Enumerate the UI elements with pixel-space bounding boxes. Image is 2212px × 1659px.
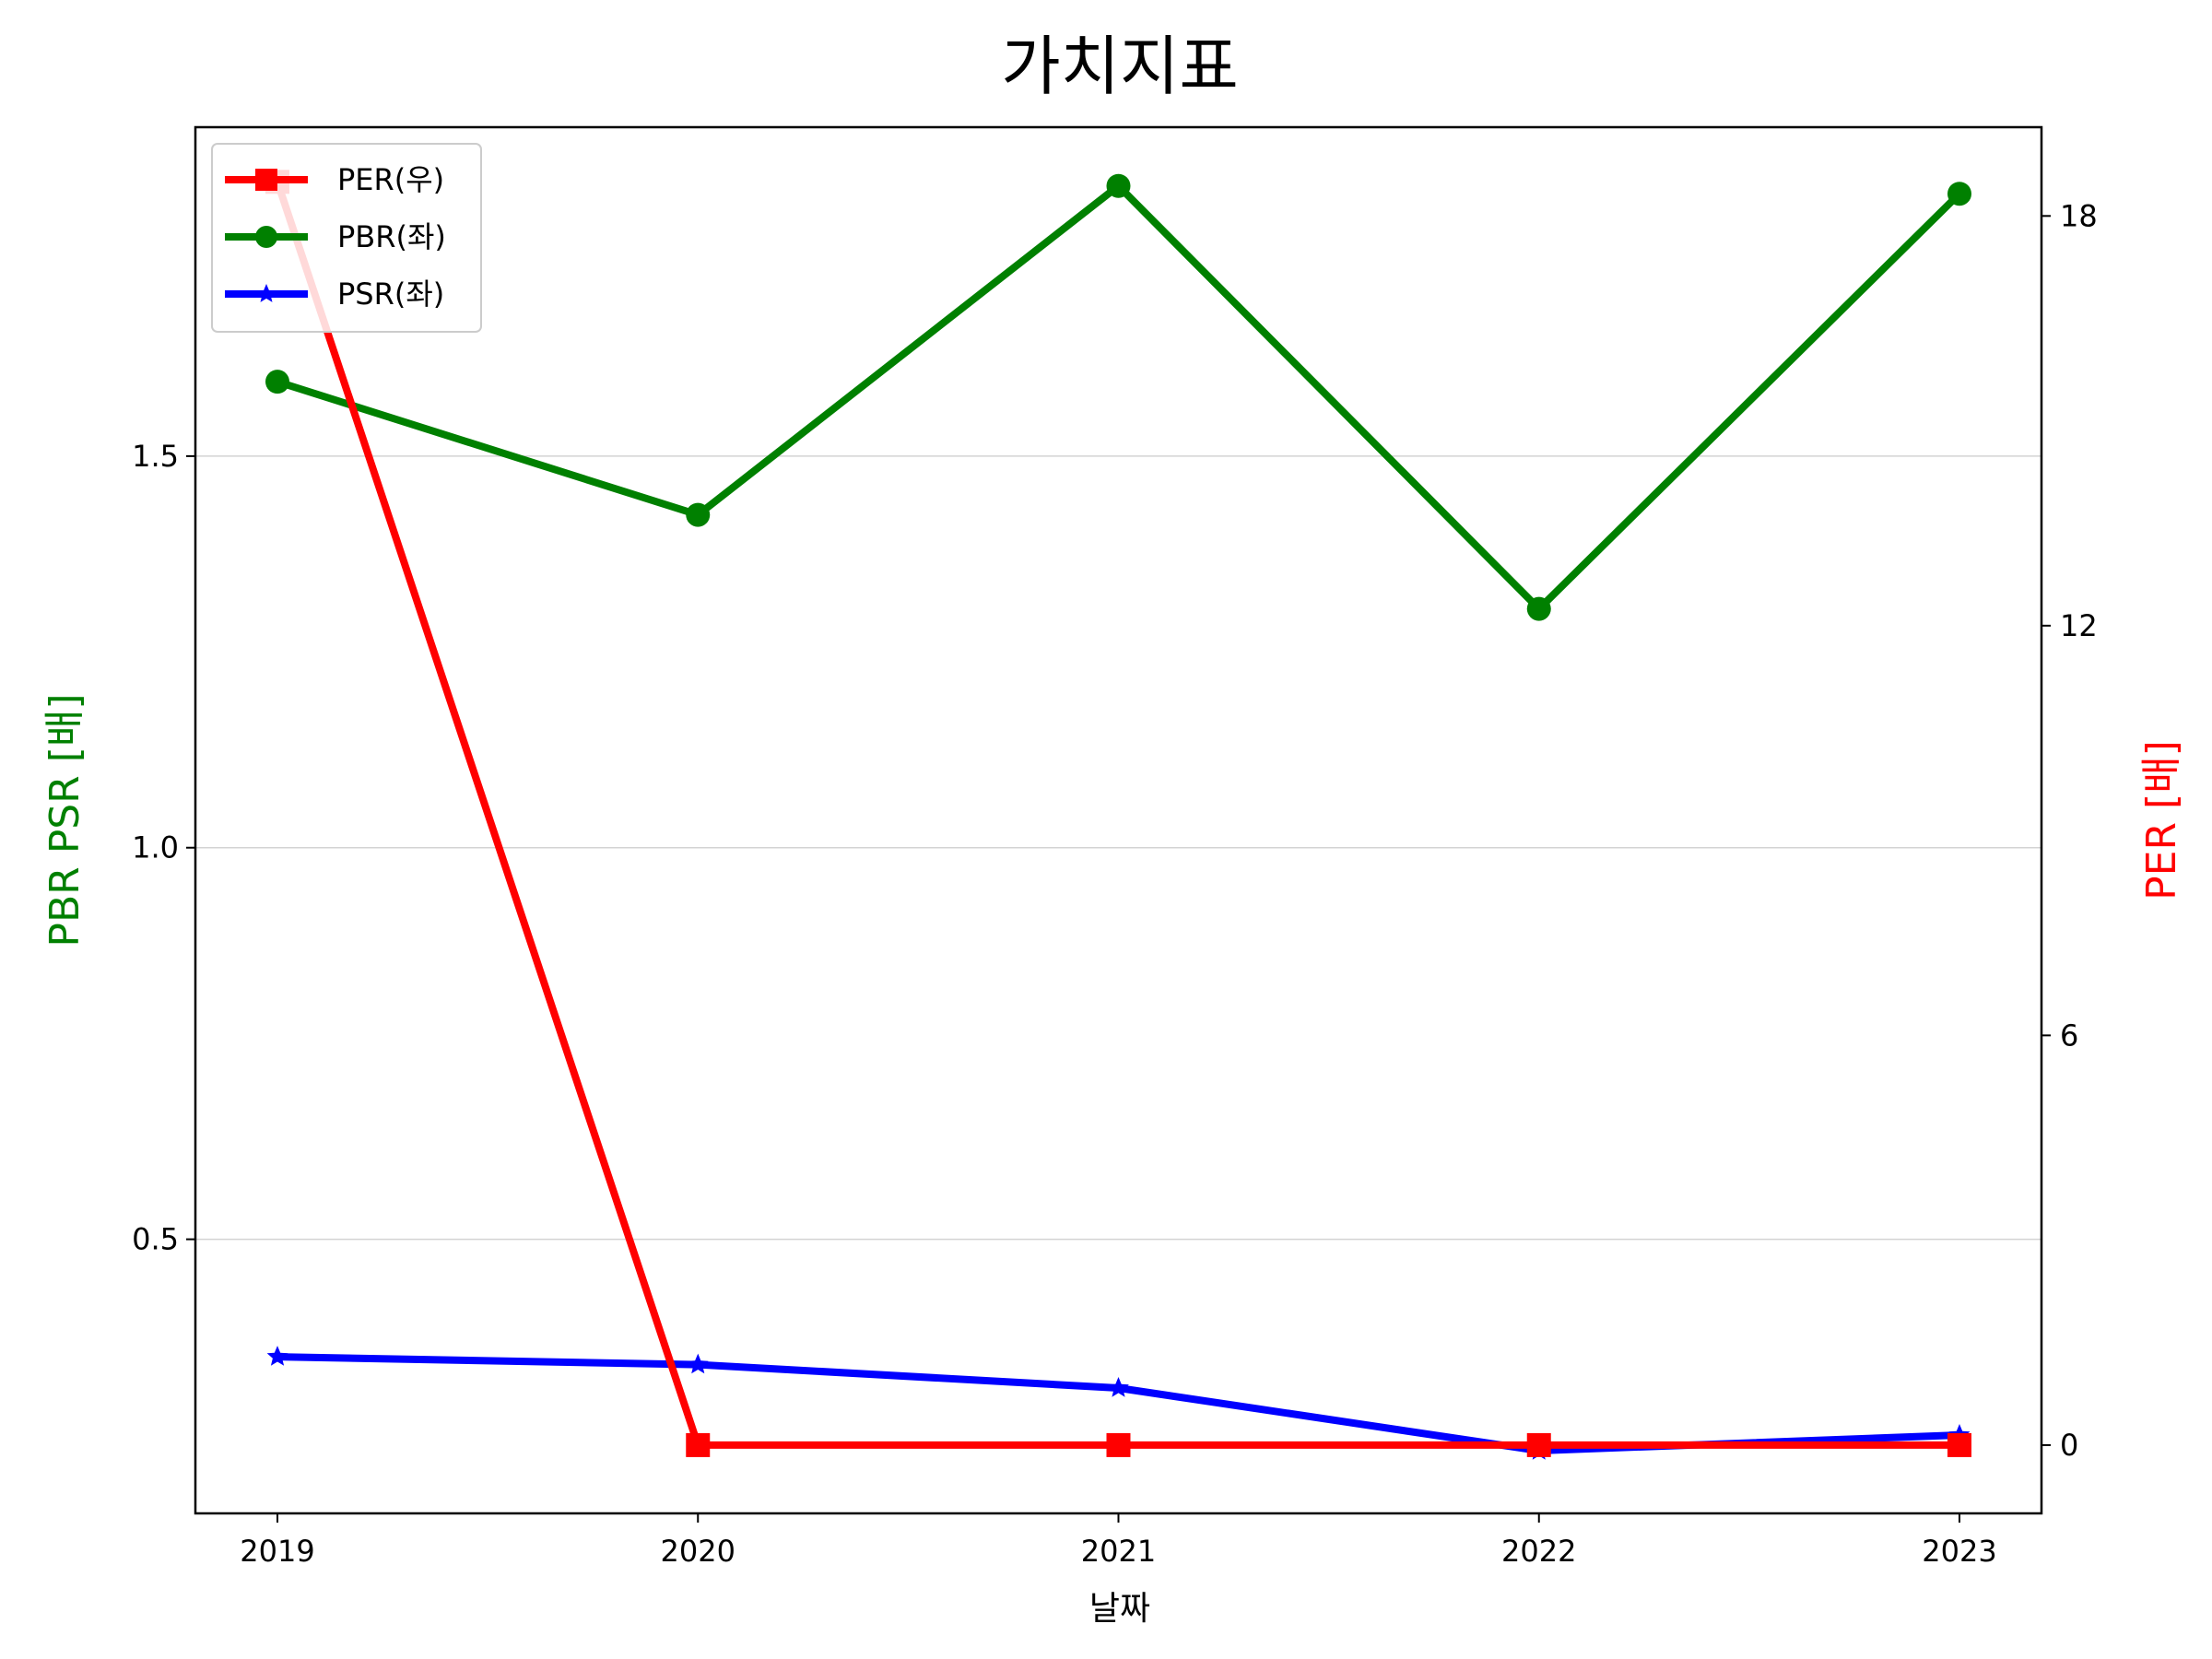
data-point-PER(우)-2023 xyxy=(1947,1432,1971,1457)
x-tick-label-2021: 2021 xyxy=(1081,1534,1156,1569)
x-axis: 2019 2020 2021 2022 2023 xyxy=(240,1513,1997,1569)
legend-label-PSR(좌): PSR(좌) xyxy=(337,276,444,312)
right-tick-label-1: 6 xyxy=(2060,1018,2078,1053)
left-tick-label-2: 1.5 xyxy=(132,439,179,474)
right-y-axis-label: PER [배] xyxy=(2138,740,2185,900)
legend: PER(우) PBR(좌) PSR(좌) xyxy=(211,143,482,333)
series-PBR(좌) xyxy=(265,173,1971,621)
data-point-PBR(좌)-2022 xyxy=(1526,596,1551,621)
data-point-PER(우)-2020 xyxy=(686,1432,711,1457)
legend-marker-PER(우) xyxy=(255,169,277,191)
left-tick-label-1: 1.0 xyxy=(132,830,179,865)
legend-box xyxy=(211,143,482,333)
data-point-PER(우)-2022 xyxy=(1526,1432,1551,1457)
legend-marker-PBR(좌) xyxy=(255,226,277,248)
legend-marker-PSR(좌) xyxy=(256,284,276,302)
legend-label-PBR(좌): PBR(좌) xyxy=(337,219,446,254)
data-point-PER(우)-2021 xyxy=(1106,1432,1131,1457)
data-point-PSR(좌)-2019 xyxy=(266,1346,288,1366)
right-y-axis: 0 6 12 18 xyxy=(2041,198,2098,1463)
data-point-PBR(좌)-2023 xyxy=(1947,182,1971,206)
left-tick-label-0: 0.5 xyxy=(132,1222,179,1257)
data-point-PBR(좌)-2019 xyxy=(265,370,289,394)
data-point-PBR(좌)-2021 xyxy=(1106,173,1131,198)
data-point-PSR(좌)-2021 xyxy=(1108,1377,1129,1397)
legend-label-PER(우): PER(우) xyxy=(337,162,444,197)
x-axis-label: 날짜 xyxy=(1089,1590,1150,1628)
left-y-axis-label: PBR PSR [배] xyxy=(41,693,88,947)
right-tick-label-2: 12 xyxy=(2060,608,2098,643)
data-point-PBR(좌)-2020 xyxy=(686,502,711,527)
x-tick-label-2020: 2020 xyxy=(661,1534,735,1569)
right-tick-label-3: 18 xyxy=(2060,198,2098,233)
right-tick-label-0: 0 xyxy=(2060,1428,2078,1463)
x-tick-label-2022: 2022 xyxy=(1501,1534,1576,1569)
x-tick-label-2019: 2019 xyxy=(240,1534,314,1569)
x-tick-label-2023: 2023 xyxy=(1922,1534,1996,1569)
left-y-axis: 0.5 1.0 1.5 xyxy=(132,439,195,1257)
chart-title: 가치지표 xyxy=(1001,29,1239,104)
data-point-PSR(좌)-2020 xyxy=(687,1353,709,1374)
